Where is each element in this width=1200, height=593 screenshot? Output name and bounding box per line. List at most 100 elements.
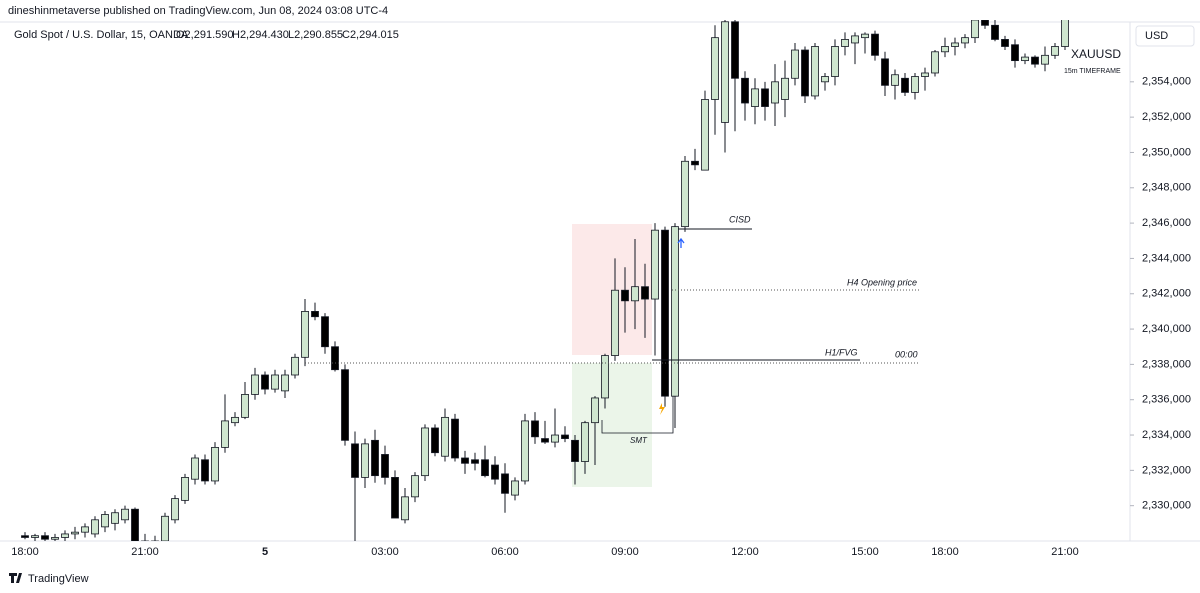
candle-body	[211, 446, 219, 482]
candle-body	[751, 88, 759, 107]
candle-body	[91, 519, 99, 535]
candle-body	[51, 537, 59, 540]
cisd-label: CISD	[729, 214, 751, 224]
candle-body	[981, 20, 989, 26]
candle-body	[1041, 54, 1049, 65]
up-arrow	[677, 237, 685, 248]
candle-body	[901, 77, 909, 93]
candle-body	[721, 21, 729, 123]
candle-body	[831, 46, 839, 77]
candle-body	[481, 459, 489, 477]
candle-body	[501, 473, 509, 494]
candle-body	[401, 496, 409, 521]
candle-body	[391, 477, 399, 519]
candle-body	[761, 88, 769, 107]
candle-body	[361, 443, 369, 478]
candle-body	[691, 160, 699, 166]
candle-body	[201, 459, 209, 482]
y-tick-label: 2,336,000	[1142, 394, 1191, 406]
candle-body	[1031, 56, 1039, 65]
candle-body	[651, 229, 659, 300]
candle-body	[471, 459, 479, 464]
currency-box[interactable]	[1135, 25, 1195, 47]
candle-body	[741, 77, 749, 104]
x-tick-label: 12:00	[731, 546, 759, 558]
y-tick-label: 2,346,000	[1142, 217, 1191, 229]
candle-body	[81, 526, 89, 533]
candle-body	[171, 498, 179, 521]
candle-body	[131, 508, 139, 541]
y-tick-label: 2,334,000	[1142, 429, 1191, 441]
x-tick-label: 21:00	[1051, 546, 1079, 558]
candle-body	[111, 512, 119, 524]
candle-body	[841, 39, 849, 47]
candle-body	[461, 457, 469, 464]
publisher: dineshinmetaverse published on TradingVi…	[8, 5, 388, 17]
candle-body	[911, 76, 919, 93]
y-tick-label: 2,332,000	[1142, 464, 1191, 476]
candle-body	[991, 24, 999, 40]
candle-body	[601, 355, 609, 399]
candle-body	[541, 438, 549, 443]
candle-body	[631, 286, 639, 302]
candle-body	[121, 508, 129, 521]
candle-body	[151, 540, 159, 541]
candle-body	[161, 515, 169, 541]
fvg-label: H1/FVG	[825, 347, 858, 357]
candle-body	[701, 99, 709, 171]
ohlc-open: O2,291.590	[176, 29, 234, 41]
y-tick-label: 2,338,000	[1142, 358, 1191, 370]
candle-body	[661, 229, 669, 397]
candle-body	[731, 21, 739, 79]
candle-body	[821, 76, 829, 83]
candle-body	[21, 535, 29, 538]
candle-body	[971, 20, 979, 39]
plot	[21, 20, 1069, 541]
candle-body	[271, 374, 279, 390]
candle-body	[921, 72, 929, 77]
candle-body	[261, 374, 269, 390]
candle-body	[41, 535, 49, 540]
candle-body	[671, 226, 679, 397]
ticker: XAUUSD	[1071, 47, 1121, 61]
candle-body	[771, 81, 779, 104]
x-tick-label: 5	[262, 546, 268, 558]
candle-body	[591, 397, 599, 424]
candle-body	[571, 439, 579, 462]
candle-body	[1061, 20, 1069, 47]
smt-label: SMT	[630, 436, 648, 445]
candle-body	[951, 42, 959, 47]
candle-body	[851, 35, 859, 44]
candle-body	[551, 434, 559, 443]
candle-body	[411, 475, 419, 498]
candle-body	[231, 416, 239, 424]
candle-body	[181, 477, 189, 501]
candle-body	[891, 74, 899, 86]
footer-brand: TradingView	[28, 573, 89, 585]
candle-body	[521, 420, 529, 482]
x-tick-label: 09:00	[611, 546, 639, 558]
candle-body	[451, 418, 459, 459]
y-tick-label: 2,330,000	[1142, 500, 1191, 512]
candle-body	[301, 311, 309, 358]
bolt-icon	[659, 403, 665, 415]
candle-body	[941, 46, 949, 53]
x-tick-label: 15:00	[851, 546, 879, 558]
candle-body	[71, 531, 79, 535]
candle-body	[641, 286, 649, 300]
candle-body	[421, 427, 429, 477]
ohlc-high: H2,294.430	[232, 29, 289, 41]
x-tick-label: 06:00	[491, 546, 519, 558]
candle-body	[1001, 39, 1009, 47]
candle-body	[431, 427, 439, 454]
midnight-label: 00:00	[895, 349, 918, 359]
candle-body	[881, 58, 889, 86]
candle-body	[581, 422, 589, 462]
candle-body	[961, 37, 969, 44]
candle-body	[711, 37, 719, 100]
candle-body	[61, 533, 69, 538]
h4-label: H4 Opening price	[847, 277, 917, 287]
x-tick-label: 21:00	[131, 546, 159, 558]
